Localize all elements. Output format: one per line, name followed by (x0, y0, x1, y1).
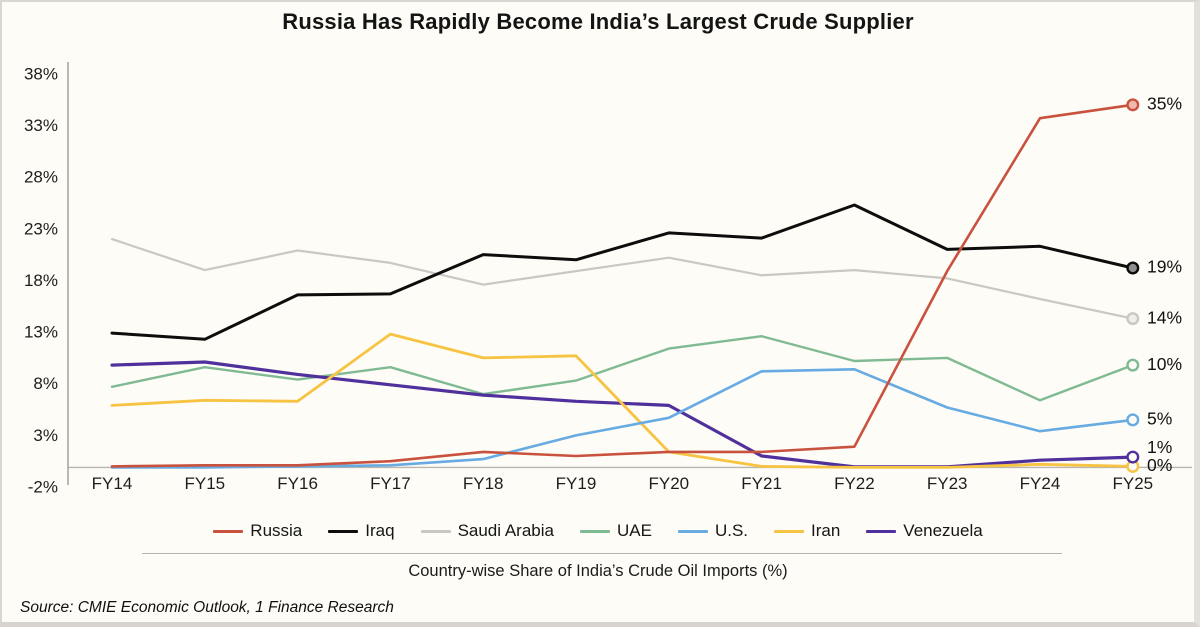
x-axis-label: FY20 (648, 474, 689, 493)
series-end-marker-uae (1126, 358, 1140, 372)
x-axis-label: FY23 (927, 474, 968, 493)
x-axis-label: FY16 (277, 474, 318, 493)
series-line-iraq (110, 203, 1135, 341)
y-tick-label: 38% (24, 64, 58, 83)
series-end-marker-venezuela (1126, 450, 1140, 464)
x-axis-caption: Country-wise Share of India’s Crude Oil … (408, 562, 788, 580)
legend-label-russia: Russia (250, 521, 303, 540)
x-axis-label: FY22 (834, 474, 875, 493)
legend-label-iran: Iran (811, 521, 841, 540)
y-tick-label: 13% (24, 323, 58, 342)
series-line-russia (110, 103, 1135, 468)
legend-swatch-u-s (677, 529, 708, 533)
legend-item-iraq: Iraq (328, 521, 395, 541)
series-line-uae (110, 335, 1135, 402)
series-end-marker-saudi-arabia (1126, 312, 1140, 326)
series-end-label-iran: 0% (1147, 455, 1172, 475)
series-end-label-u-s: 5% (1147, 409, 1172, 429)
y-tick-label: 8% (33, 374, 58, 393)
legend-swatch-uae (579, 529, 610, 533)
legend-item-venezuela: Venezuela (866, 521, 983, 541)
legend-label-iraq: Iraq (365, 521, 395, 540)
chart-title: Russia Has Rapidly Become India’s Larges… (282, 9, 914, 34)
legend-label-saudi-arabia: Saudi Arabia (457, 521, 554, 540)
series-end-marker-russia (1126, 98, 1140, 112)
x-axis-label: FY18 (463, 474, 504, 493)
legend-swatch-russia (213, 529, 244, 533)
series-end-label-russia: 35% (1147, 93, 1182, 113)
y-tick-label: 28% (24, 168, 58, 187)
series-end-label-iraq: 19% (1147, 257, 1182, 277)
legend-item-iran: Iran (774, 521, 840, 541)
legend-label-uae: UAE (616, 521, 652, 540)
legend-item-u-s: U.S. (677, 521, 748, 541)
x-axis-label: FY15 (184, 474, 225, 493)
x-axis-label: FY24 (1020, 474, 1061, 493)
source-note: Source: CMIE Economic Outlook, 1 Finance… (20, 599, 394, 616)
x-axis-label: FY14 (92, 474, 133, 493)
line-chart-plot: 38% 33% 28% 23% 18% 13% 8% 3% -2% FY14 FY15 FY16 FY1… (24, 62, 1192, 497)
legend-swatch-iraq (328, 529, 359, 533)
legend-item-uae: UAE (579, 521, 652, 541)
series-end-label-saudi-arabia: 14% (1147, 307, 1182, 327)
y-tick-label: -2% (28, 478, 58, 497)
legend-swatch-saudi-arabia (420, 529, 451, 533)
series-line-venezuela (110, 360, 1135, 469)
legend-swatch-venezuela (866, 529, 897, 533)
series-end-marker-u-s (1126, 413, 1140, 427)
x-axis-label: FY19 (556, 474, 597, 493)
y-tick-label: 3% (33, 426, 58, 445)
legend-item-russia: Russia (213, 521, 302, 541)
series-line-saudi-arabia (110, 238, 1134, 320)
legend-swatch-iran (774, 529, 804, 533)
x-axis-label: FY25 (1112, 474, 1153, 493)
y-tick-label: 18% (24, 271, 58, 290)
x-axis-label: FY17 (370, 474, 411, 493)
y-tick-label: 23% (24, 219, 58, 238)
legend-label-u-s: U.S. (714, 521, 748, 540)
legend-label-venezuela: Venezuela (903, 521, 983, 540)
y-tick-label: 33% (24, 116, 58, 135)
legend-item-saudi-arabia: Saudi Arabia (420, 521, 554, 541)
series-end-label-uae: 10% (1147, 354, 1182, 374)
series-end-marker-iraq (1126, 261, 1140, 275)
chart-legend: Russia Iraq Saudi Arabia UAE U.S. Iran Venezue… (2, 521, 1194, 541)
series-end-label-venezuela: 1% (1147, 437, 1172, 457)
legend-divider (142, 553, 1062, 554)
series-line-iran (110, 332, 1135, 469)
x-axis-label: FY21 (741, 474, 782, 493)
